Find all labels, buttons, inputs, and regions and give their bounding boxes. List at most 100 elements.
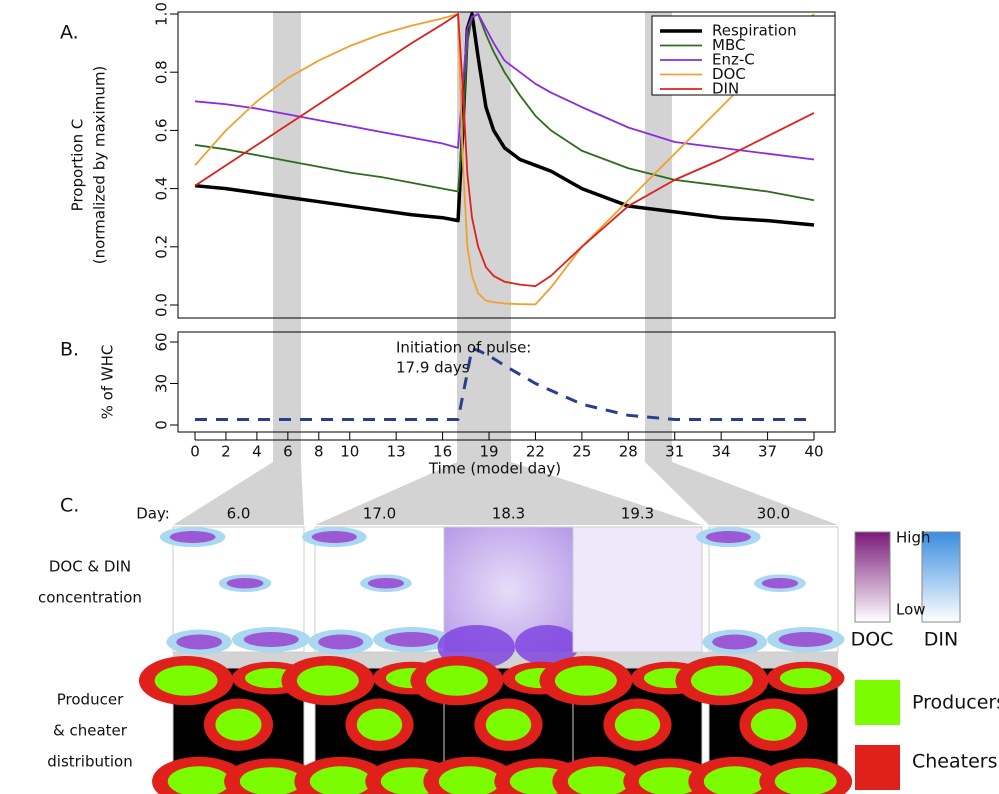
y-tick-label: 60 — [153, 332, 171, 351]
gradient-doc: DOC — [851, 629, 894, 651]
producer-area — [703, 766, 766, 794]
x-tick-label: 8 — [314, 443, 324, 461]
y-tick-label: 30 — [153, 374, 171, 393]
series-line — [194, 12, 815, 227]
producer-area — [567, 766, 630, 794]
zoom-connector — [645, 462, 838, 525]
producer-area — [296, 665, 359, 696]
producer-area — [774, 767, 837, 794]
y-axis-label: % of WHC — [99, 345, 117, 420]
y-axis-label: (normalized by maximum) — [91, 66, 109, 265]
annotation: Initiation of pulse: — [396, 339, 531, 357]
concentration-blob — [318, 634, 364, 650]
y-tick-label: 0 — [153, 420, 171, 430]
producer-area — [750, 708, 797, 741]
legend-label: DOC — [712, 65, 746, 83]
gradient-low: Low — [896, 601, 926, 619]
producer-area — [554, 665, 617, 696]
x-tick-label: 0 — [190, 443, 200, 461]
x-tick-label: 34 — [712, 443, 731, 461]
doc-gradient — [854, 531, 891, 623]
x-tick-label: 25 — [572, 443, 591, 461]
y-tick-label: 0.0 — [153, 293, 171, 317]
producer-area — [638, 767, 701, 794]
x-tick-label: 13 — [387, 443, 406, 461]
day-value: 17.0 — [363, 505, 396, 523]
gradient-high: High — [896, 529, 930, 547]
plot-frame — [177, 11, 836, 319]
y-tick-label: 1.0 — [153, 2, 171, 26]
concentration-blob — [169, 531, 216, 543]
day-label: Day: — [136, 505, 170, 523]
x-tick-label: 28 — [619, 443, 638, 461]
zoom-connector — [173, 462, 304, 525]
producer-area — [614, 708, 661, 741]
x-tick-label: 31 — [665, 443, 684, 461]
legend-label: DIN — [712, 80, 739, 98]
producer-area — [356, 708, 403, 741]
row-label: & cheater — [53, 722, 128, 740]
row-label: distribution — [47, 753, 132, 771]
producer-area — [485, 708, 532, 741]
y-tick-label: 0.6 — [153, 118, 171, 142]
producer-area — [425, 665, 488, 696]
shaded-span — [272, 12, 302, 462]
producer-swatch — [855, 680, 900, 725]
producer-area — [309, 766, 372, 794]
concentration-blob — [384, 632, 439, 647]
legend-label: Cheaters — [912, 751, 998, 773]
producer-area — [215, 708, 262, 741]
row-label: DOC & DIN — [49, 558, 131, 576]
concentration-blob — [226, 578, 264, 589]
row-label: concentration — [38, 589, 142, 607]
legend-label: Enz-C — [712, 51, 755, 69]
x-tick-label: 2 — [221, 443, 231, 461]
annotation: 17.9 days — [396, 359, 470, 377]
panel-label: C. — [60, 495, 79, 517]
concentration-blob — [761, 578, 799, 589]
x-tick-label: 6 — [283, 443, 293, 461]
shaded-spans — [272, 12, 672, 462]
x-tick-label: 10 — [340, 443, 359, 461]
day-value: 18.3 — [492, 505, 525, 523]
concentration-blob — [243, 632, 299, 647]
x-tick-label: 37 — [758, 443, 777, 461]
day-value: 6.0 — [227, 505, 251, 523]
producer-area — [690, 665, 753, 696]
legend-box — [651, 15, 836, 96]
zoom-connector — [315, 462, 702, 525]
x-axis-label: Time (model day) — [428, 460, 561, 478]
legend-label: Respiration — [712, 22, 797, 40]
producer-area — [779, 668, 832, 689]
din-gradient — [921, 531, 961, 623]
concentration-blob — [705, 531, 751, 543]
day-value: 30.0 — [757, 505, 790, 523]
panel-label: B. — [60, 339, 79, 361]
producer-area — [239, 767, 303, 794]
legend-label: MBC — [712, 36, 745, 54]
concentration-blob — [778, 632, 833, 647]
plot-frame — [177, 331, 836, 433]
row-label: Producer — [57, 691, 124, 709]
concentration-blob — [712, 634, 758, 650]
image-tiles — [138, 526, 853, 794]
producer-area — [438, 766, 501, 794]
producer-area — [167, 766, 231, 794]
y-axis-label: Proportion C — [69, 119, 87, 212]
series-line — [194, 13, 815, 161]
x-tick-label: 40 — [804, 443, 823, 461]
panel-label: A. — [60, 22, 79, 44]
concentration-blob — [311, 531, 357, 543]
y-tick-label: 0.8 — [153, 60, 171, 84]
series-line — [194, 13, 815, 287]
gradient-din: DIN — [924, 629, 958, 651]
day-value: 19.3 — [621, 505, 654, 523]
x-tick-label: 22 — [526, 443, 545, 461]
y-tick-label: 0.4 — [153, 177, 171, 201]
concentration-blob — [176, 634, 223, 650]
x-tick-label: 4 — [252, 443, 262, 461]
x-tick-label: 19 — [479, 443, 498, 461]
producer-area — [154, 665, 218, 696]
